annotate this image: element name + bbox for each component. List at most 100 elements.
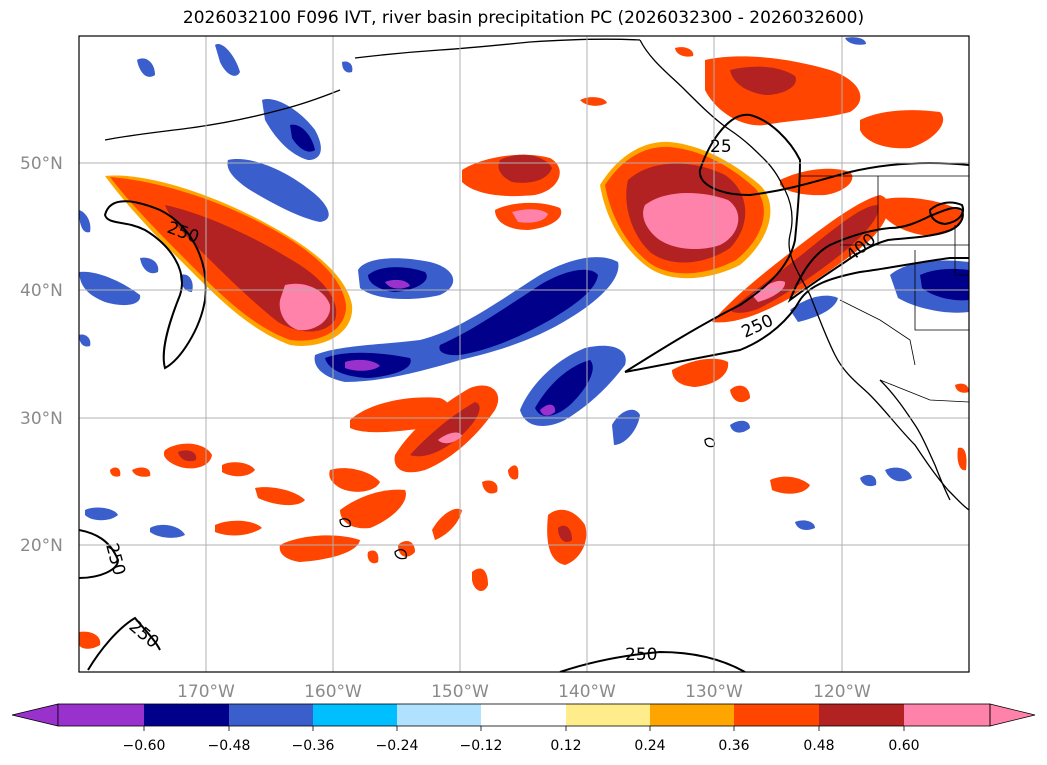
negative-anomaly-subtropic-east-core [535, 360, 593, 416]
coastline-north-america [639, 39, 969, 511]
positive-anomaly-east-5 [132, 467, 151, 477]
colorbar-seg-11 [904, 704, 990, 726]
colorbar-tick-marks [143, 726, 905, 731]
colorbar-seg-10 [819, 704, 904, 726]
border-state-3 [839, 299, 916, 366]
positive-anomaly-east-4 [110, 467, 121, 477]
negative-anomaly-north-band-core [368, 267, 427, 292]
colorbar-label-3: −0.36 [292, 738, 335, 754]
negative-anomaly-east-small5 [885, 467, 912, 482]
negative-anomaly-east-small3 [795, 520, 815, 530]
lat-label-50: 50°N [20, 154, 63, 174]
colorbar-seg-9 [734, 704, 819, 726]
contour-label-250-south: 250 [625, 645, 657, 665]
ivt-contour-250-inner [624, 256, 969, 373]
colorbar: −0.60 −0.48 −0.36 −0.24 −0.12 0.12 0.24 … [11, 703, 1036, 754]
negative-anomaly-north-band-purple [385, 279, 410, 289]
negative-anomaly-central-band-core [439, 269, 598, 356]
positive-anomaly-small-7 [367, 550, 379, 564]
negative-anomaly-east-small2 [730, 420, 750, 433]
colorbar-seg-8 [650, 704, 734, 726]
negative-anomaly-east-small [612, 409, 640, 445]
negative-anomaly-subtropic-east-purple [540, 404, 556, 416]
colorbar-label-4: −0.24 [376, 738, 419, 754]
positive-anomaly-subtropic-2-pink [438, 432, 462, 444]
positive-anomaly-subtropic-2-core [410, 402, 480, 457]
positive-anomaly-us-west2 [957, 447, 967, 471]
negative-anomaly-south-west2 [150, 524, 185, 538]
longitude-labels: 170°W 160°W 150°W 140°W 130°W 120°W [177, 682, 871, 702]
colorbar-label-1: −0.60 [123, 738, 166, 754]
coastline-alaska [354, 38, 641, 59]
negative-anomaly-central-band-purple [345, 359, 380, 371]
map-title: 2026032100 F096 IVT, river basin precipi… [182, 8, 865, 28]
positive-anomaly-mid-north2-pink [512, 209, 548, 223]
colorbar-seg-4 [313, 704, 397, 726]
colorbar-label-7: 0.24 [634, 738, 665, 754]
colorbar-extend-left [11, 703, 59, 727]
colorbar-frame [57, 703, 991, 727]
positive-anomaly-mid-north-core [498, 154, 552, 183]
lon-label-130w: 130°W [685, 682, 743, 702]
negative-anomaly-nw-3 [215, 44, 240, 76]
precip-fields [79, 37, 969, 649]
positive-anomaly-bc-east [860, 110, 944, 149]
coastline-baja [879, 379, 951, 501]
ivt-contour-250-west [103, 200, 207, 370]
negative-anomaly-east-small4 [860, 474, 877, 487]
political-borders [800, 175, 969, 403]
coastlines [104, 38, 969, 560]
negative-anomaly-west-edge3 [140, 257, 159, 274]
lon-label-140w: 140°W [558, 682, 616, 702]
positive-anomaly-small-2 [255, 487, 305, 506]
colorbar-label-9: 0.48 [803, 738, 834, 754]
negative-anomaly-nw-4 [137, 58, 155, 77]
lon-label-160w: 160°W [304, 682, 362, 702]
gridlines [79, 36, 969, 672]
lat-label-40: 40°N [20, 281, 63, 301]
negative-anomaly-north-west-core [290, 124, 315, 152]
positive-anomaly-coastal-plume-pink [752, 280, 786, 302]
colorbar-extend-right [989, 703, 1036, 727]
negative-anomaly-nw-2 [227, 159, 329, 222]
map-area [79, 36, 969, 672]
positive-anomaly-east-3 [770, 476, 810, 494]
colorbar-label-2: −0.48 [208, 738, 251, 754]
positive-anomaly-small-6 [340, 489, 406, 529]
latitude-labels: 50°N 40°N 30°N 20°N [20, 154, 63, 556]
border-state-5 [954, 225, 969, 276]
contour-label-25-nw: 25 [710, 137, 732, 157]
positive-anomaly-small-11 [508, 465, 519, 480]
lon-label-120w: 120°W [813, 682, 871, 702]
lat-label-30: 30°N [20, 409, 63, 429]
negative-anomaly-west-edge2 [79, 210, 91, 233]
negative-anomaly-us-west-core [920, 268, 969, 301]
lon-label-150w: 150°W [431, 682, 489, 702]
positive-anomaly-small-10 [482, 480, 498, 494]
negative-anomaly-coast [790, 295, 838, 322]
colorbar-label-10: 0.60 [888, 738, 919, 754]
negative-anomaly-south-west [85, 507, 118, 521]
coastline-island-2 [339, 518, 351, 528]
negative-anomaly-west-edge4 [180, 274, 193, 292]
positive-anomaly-south-1-core [558, 525, 572, 542]
colorbar-label-6: 0.12 [550, 738, 581, 754]
negative-anomaly-ne-small [845, 37, 866, 45]
map-frame [78, 35, 970, 673]
border-state-2 [914, 250, 969, 331]
positive-anomaly-sw-corner [79, 631, 101, 649]
positive-anomaly-small-3 [329, 468, 380, 492]
positive-anomaly-small-5 [279, 535, 360, 562]
lat-label-20: 20°N [20, 536, 63, 556]
ivt-contour-250-sw [79, 529, 120, 579]
positive-anomaly-small-1 [222, 462, 255, 477]
positive-anomaly-east-2 [730, 385, 750, 403]
positive-anomaly-bc-north-core [730, 66, 796, 95]
negative-anomaly-west-edge [79, 271, 141, 306]
negative-anomaly-west-edge5 [79, 334, 91, 347]
ivt-contour-250-east [624, 113, 969, 373]
ivt-contour-250-sw2 [87, 616, 161, 671]
positive-anomaly-small-9 [432, 508, 462, 540]
colorbar-seg-2 [144, 704, 229, 726]
